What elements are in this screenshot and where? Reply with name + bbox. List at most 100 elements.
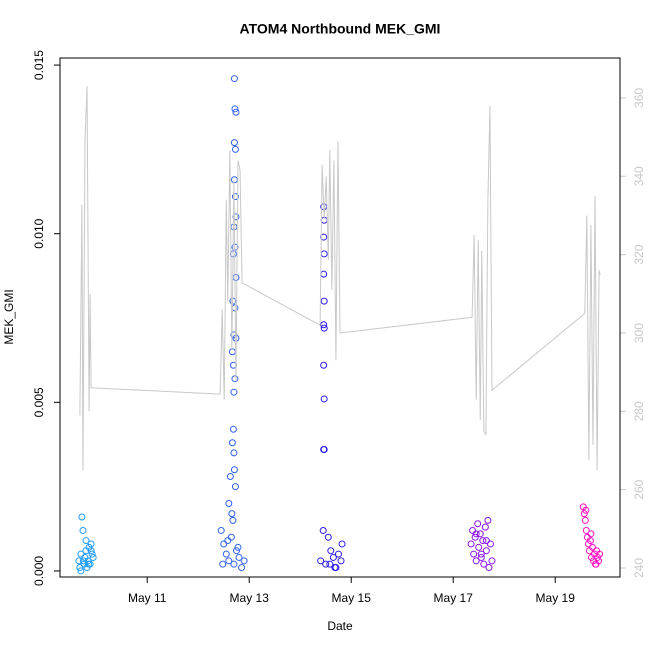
point — [82, 537, 90, 545]
point — [581, 516, 589, 524]
point — [76, 564, 84, 572]
point — [584, 540, 592, 548]
y2-tick-label: 280 — [632, 401, 646, 421]
plot-frame — [59, 57, 621, 578]
y-tick-label: 0.000 — [32, 556, 46, 586]
y-tick-label: 0.005 — [32, 387, 46, 417]
point — [219, 560, 227, 568]
point — [231, 193, 239, 201]
point — [238, 564, 246, 572]
point — [471, 533, 479, 541]
point — [472, 530, 480, 538]
point — [334, 550, 342, 558]
point — [228, 510, 236, 518]
y-axis-label: MEK_GMI — [2, 289, 16, 344]
point — [329, 553, 337, 561]
point — [232, 547, 240, 555]
point — [89, 553, 97, 561]
point — [230, 466, 238, 474]
point — [230, 331, 238, 339]
point — [596, 550, 604, 558]
x-tick-label: May 17 — [434, 591, 474, 605]
point — [324, 533, 332, 541]
point — [79, 526, 87, 534]
point — [320, 395, 328, 403]
point — [477, 550, 485, 558]
point — [217, 526, 225, 534]
point — [320, 361, 328, 369]
point — [467, 540, 475, 548]
point — [594, 553, 602, 561]
y2-tick-label: 300 — [632, 323, 646, 343]
point — [479, 537, 487, 545]
point — [337, 557, 345, 565]
point — [320, 446, 328, 454]
point — [320, 321, 328, 329]
point — [317, 557, 325, 565]
line — [79, 86, 601, 471]
point — [226, 473, 234, 481]
point — [224, 537, 232, 545]
y2-tick-label: 320 — [632, 244, 646, 264]
point — [230, 388, 238, 396]
point — [320, 324, 328, 332]
point — [222, 550, 230, 558]
point — [88, 550, 96, 558]
point — [476, 530, 484, 538]
chart-title: ATOM4 Northbound MEK_GMI — [240, 21, 441, 37]
point — [580, 510, 588, 518]
point — [228, 439, 236, 447]
point — [470, 550, 478, 558]
point — [230, 75, 238, 83]
point — [77, 550, 85, 558]
point — [231, 145, 239, 153]
point — [231, 375, 239, 383]
point — [322, 560, 330, 568]
point — [320, 297, 328, 305]
x-tick-label: May 11 — [128, 591, 167, 605]
point — [477, 553, 485, 561]
point — [327, 547, 335, 555]
point — [482, 547, 490, 555]
point — [231, 105, 239, 113]
x-tick-label: May 13 — [230, 591, 270, 605]
point — [231, 483, 239, 491]
point — [472, 557, 480, 565]
y-tick-label: 0.015 — [32, 50, 46, 80]
y-tick-label: 0.010 — [32, 218, 46, 248]
point — [232, 108, 240, 116]
y2-tick-label: 360 — [632, 88, 646, 108]
y2-tick-label: 240 — [632, 558, 646, 578]
point — [234, 543, 242, 551]
point — [235, 553, 243, 561]
point — [582, 526, 590, 534]
point — [230, 139, 238, 147]
y2-tick-label: 340 — [632, 166, 646, 186]
point — [77, 567, 85, 575]
point — [225, 557, 233, 565]
x-tick-label: May 19 — [536, 591, 576, 605]
point — [84, 557, 92, 565]
point — [229, 516, 237, 524]
point — [484, 516, 492, 524]
point — [588, 543, 596, 551]
point — [486, 540, 494, 548]
point — [225, 499, 233, 507]
point — [488, 557, 496, 565]
point — [230, 449, 238, 457]
y2-tick-label: 260 — [632, 479, 646, 499]
point — [475, 543, 483, 551]
point — [474, 520, 482, 528]
x-tick-label: May 15 — [332, 591, 372, 605]
point — [320, 233, 328, 241]
point — [75, 557, 83, 565]
point — [220, 540, 228, 548]
point — [582, 506, 590, 514]
point — [485, 564, 493, 572]
point — [229, 425, 237, 433]
point — [331, 564, 339, 572]
point — [79, 557, 87, 565]
point — [78, 513, 86, 521]
point — [85, 543, 93, 551]
